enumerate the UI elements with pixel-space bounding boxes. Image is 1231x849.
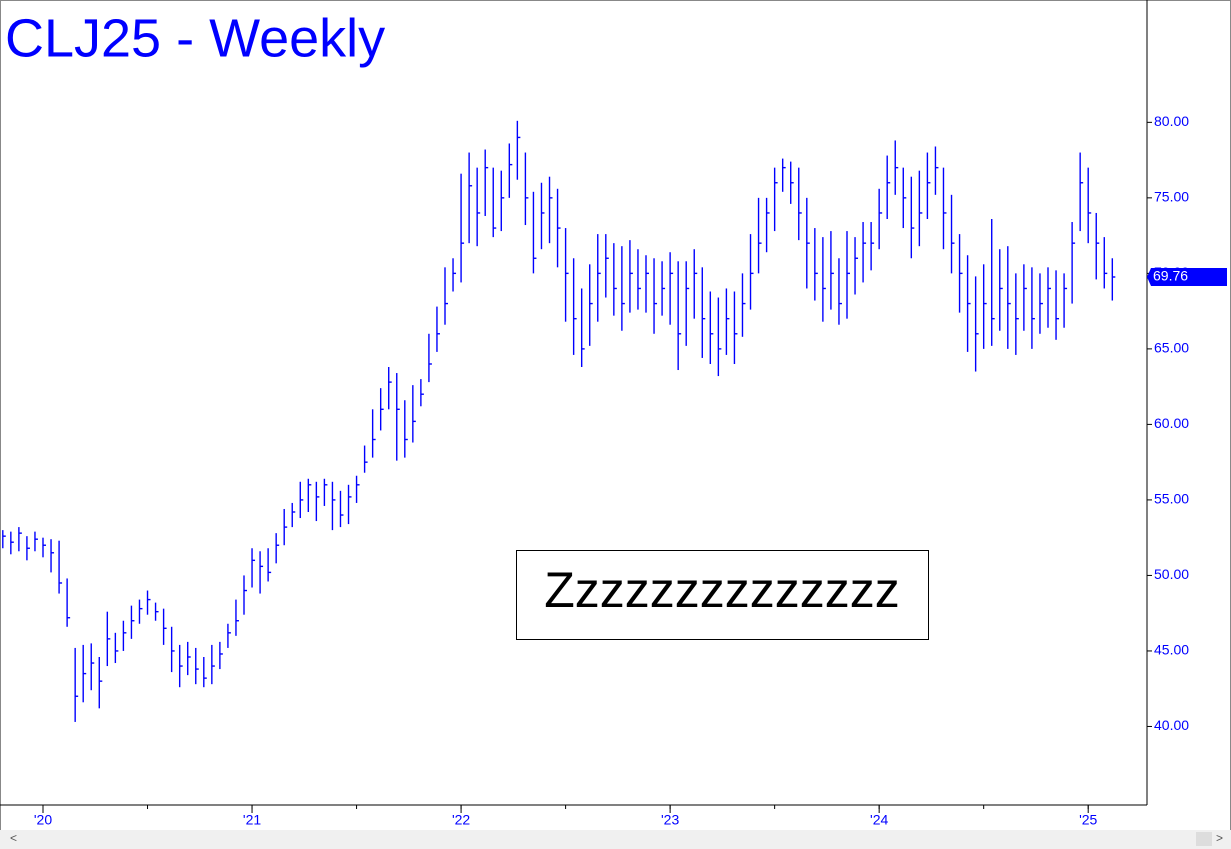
x-tick-label: '25 — [1079, 812, 1097, 828]
y-tick-label: 45.00 — [1154, 642, 1189, 658]
x-tick-label: '24 — [870, 812, 888, 828]
y-tick-label: 55.00 — [1154, 491, 1189, 507]
y-tick-label: 40.00 — [1154, 717, 1189, 733]
scroll-thumb[interactable] — [1196, 832, 1212, 846]
scrollbar[interactable] — [0, 830, 1231, 849]
x-tick-label: '21 — [243, 812, 261, 828]
last-price-label: 69.76 — [1153, 268, 1188, 284]
chart-title: CLJ25 - Weekly — [5, 8, 385, 68]
scroll-right[interactable]: > — [1216, 831, 1223, 845]
x-tick-label: '22 — [452, 812, 470, 828]
last-price-marker — [1147, 267, 1227, 286]
x-tick-label: '23 — [661, 812, 679, 828]
y-tick-label: 65.00 — [1154, 340, 1189, 356]
x-tick-label: '20 — [34, 812, 52, 828]
annotation-box — [516, 550, 929, 640]
annotation: Zzzzzzzzzzzzzz — [544, 562, 900, 618]
y-tick-label: 80.00 — [1154, 113, 1189, 129]
y-tick-label: 60.00 — [1154, 415, 1189, 431]
scroll-left[interactable]: < — [10, 831, 17, 845]
y-tick-label: 50.00 — [1154, 566, 1189, 582]
y-tick-label: 75.00 — [1154, 189, 1189, 205]
